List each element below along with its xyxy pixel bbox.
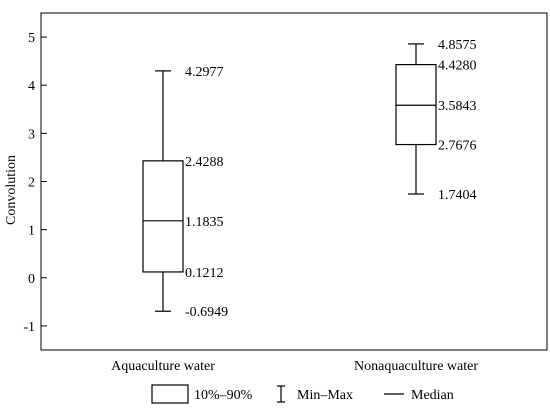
min-value-label: -0.6949	[185, 305, 228, 320]
q90-value-label: 4.4280	[438, 59, 477, 74]
y-tick-label: 5	[28, 31, 35, 46]
x-category-label: Aquaculture water	[111, 359, 215, 374]
legend: 10%–90% Min–Max Median	[151, 384, 454, 404]
max-value-label: 4.8575	[438, 38, 477, 53]
q90-value-label: 2.4288	[185, 155, 224, 170]
y-tick-label: 0	[28, 272, 35, 287]
y-tick-label: -1	[23, 320, 35, 335]
y-axis-ticks: -1 0 1 2 3 4 5	[23, 31, 47, 335]
min-value-label: 1.7404	[438, 188, 477, 203]
y-tick-label: 4	[28, 79, 35, 94]
x-category-label: Nonaquaculture water	[354, 359, 478, 374]
x-axis-labels: Aquaculture water Nonaquaculture water	[111, 359, 478, 374]
iqr-box	[395, 64, 437, 146]
max-value-label: 4.2977	[185, 65, 224, 80]
box-group: 4.2977 2.4288 1.1835 0.1212 -0.6949	[142, 65, 228, 320]
median-value-label: 3.5843	[438, 99, 477, 114]
q10-value-label: 0.1212	[185, 266, 224, 281]
legend-label: Min–Max	[297, 388, 353, 403]
box-group: 4.8575 4.4280 3.5843 2.7676 1.7404	[395, 38, 477, 203]
y-axis-label: Convolution	[4, 155, 19, 225]
q10-value-label: 2.7676	[438, 139, 477, 154]
legend-box-swatch	[151, 384, 189, 404]
boxes-layer: 4.2977 2.4288 1.1835 0.1212 -0.6949 4.8575 4.4…	[142, 38, 477, 320]
iqr-box	[142, 160, 184, 273]
y-tick-label: 1	[28, 224, 35, 239]
y-tick-label: 3	[28, 127, 35, 142]
legend-label: Median	[411, 388, 454, 403]
legend-label: 10%–90%	[194, 388, 253, 403]
y-tick-label: 2	[28, 176, 35, 191]
median-value-label: 1.1835	[185, 215, 224, 230]
